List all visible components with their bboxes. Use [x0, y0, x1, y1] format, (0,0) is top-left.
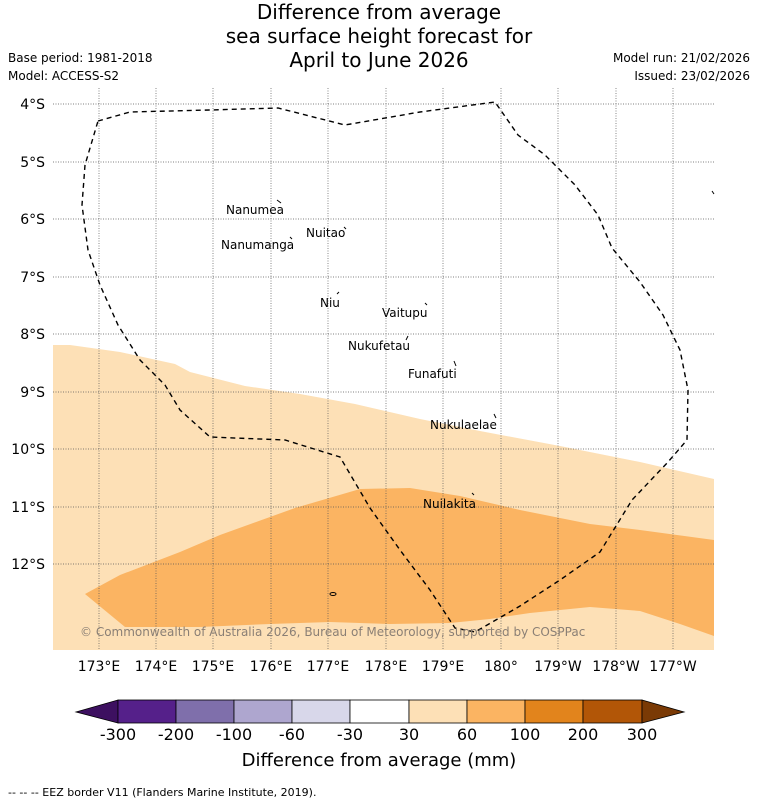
place-label-funafuti: Funafuti: [408, 367, 457, 381]
copyright-notice: © Commonwealth of Australia 2026, Bureau…: [80, 625, 585, 639]
colorbar-min-arrow: [74, 699, 119, 724]
colorbar-label: 100: [509, 725, 541, 744]
lon-label: 180°: [484, 659, 518, 675]
place-label-nukufetau: Nukufetau: [348, 339, 410, 353]
meta-right: Model run: 21/02/2026 Issued: 23/02/2026: [613, 49, 750, 85]
base-period: Base period: 1981-2018: [8, 51, 153, 65]
colorbar-swatch: [175, 699, 235, 724]
colorbar-swatch: [582, 699, 643, 724]
colorbar-label: -60: [278, 725, 306, 744]
colorbar-swatch: [408, 699, 468, 724]
colorbar-label: 60: [456, 725, 478, 744]
lon-label: 178°W: [592, 659, 640, 675]
lat-label: 9°S: [20, 385, 45, 401]
place-label-nukulaelae: Nukulaelae: [430, 418, 497, 432]
colorbar-swatch: [291, 699, 351, 724]
colorbar-label: -30: [336, 725, 364, 744]
place-label-nanumanga: Nanumanga: [221, 238, 294, 252]
colorbar-swatch: [233, 699, 293, 724]
lat-label: 6°S: [20, 212, 45, 228]
place-label-nuitao: Nuitao: [306, 226, 345, 240]
lon-label: 179°E: [422, 659, 465, 675]
place-label-nanumea: Nanumea: [226, 203, 284, 217]
lat-label: 12°S: [11, 557, 45, 573]
lat-label: 4°S: [20, 97, 45, 113]
lat-label: 7°S: [20, 270, 45, 286]
title-line-1: Difference from average: [256, 0, 502, 24]
place-label-vaitupu: Vaitupu: [382, 306, 428, 320]
place-label-niu: Niu: [320, 296, 340, 310]
latitude-gridlines: [53, 103, 714, 565]
colorbar-label: -300: [99, 725, 137, 744]
colorbar-swatch: [466, 699, 526, 724]
anomaly-fill-60-100: [85, 488, 714, 636]
colorbar-label: 30: [398, 725, 420, 744]
title-line-3: April to June 2026: [289, 48, 469, 72]
colorbar-max-arrow: [641, 699, 686, 724]
colorbar-label: 200: [567, 725, 599, 744]
lat-label: 8°S: [20, 327, 45, 343]
title-line-2: sea surface height forecast for: [225, 24, 533, 48]
colorbar: [74, 699, 686, 724]
longitude-gridlines: [98, 88, 674, 650]
model-name: Model: ACCESS-S2: [8, 69, 120, 83]
lon-label: 175°E: [192, 659, 235, 675]
place-label-nuilakita: Nuilakita: [423, 497, 476, 511]
colorbar-swatch: [349, 699, 410, 724]
model-run: Model run: 21/02/2026: [612, 51, 750, 65]
eez-legend: -- -- -- EEZ border V11 (Flanders Marine…: [8, 786, 317, 799]
lon-label: 174°E: [135, 659, 178, 675]
meta-left: Base period: 1981-2018 Model: ACCESS-S2: [8, 49, 153, 85]
lon-label: 173°E: [78, 659, 121, 675]
map-title: Difference from average sea surface heig…: [0, 0, 758, 72]
lat-label: 10°S: [11, 442, 45, 458]
colorbar-label: 300: [626, 725, 658, 744]
lat-label: 11°S: [11, 500, 45, 516]
lon-label: 177°W: [649, 659, 697, 675]
island-marks: [276, 190, 715, 596]
lon-label: 179°W: [534, 659, 582, 675]
lat-label: 5°S: [20, 155, 45, 171]
issued-date: Issued: 23/02/2026: [634, 69, 750, 83]
colorbar-swatch: [524, 699, 584, 724]
colorbar-label: -200: [157, 725, 195, 744]
colorbar-label: -100: [215, 725, 253, 744]
eez-border: [81, 101, 689, 633]
colorbar-swatch: [117, 699, 177, 724]
colorbar-title: Difference from average (mm): [241, 750, 517, 771]
lon-label: 177°E: [307, 659, 350, 675]
lon-label: 178°E: [365, 659, 408, 675]
lon-label: 176°E: [250, 659, 293, 675]
